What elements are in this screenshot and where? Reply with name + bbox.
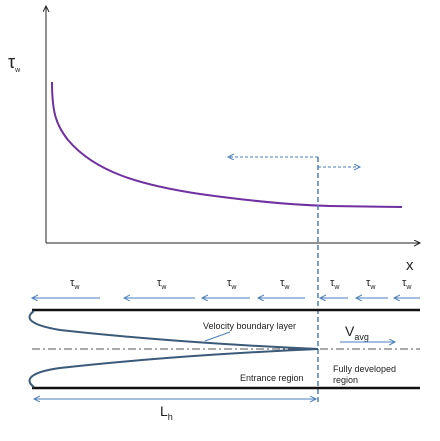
shear-label: τw	[227, 277, 237, 291]
y-axis-label: τw	[8, 52, 21, 74]
shear-subscript: w	[230, 284, 237, 291]
shear-subscript: w	[160, 284, 167, 291]
shear-label: τw	[280, 277, 290, 291]
entrance-region-label: Entrance region	[240, 373, 304, 383]
shear-label: τw	[70, 277, 80, 291]
shear-label: τw	[157, 277, 167, 291]
shear-label: τw	[330, 277, 340, 291]
leader-line	[204, 331, 231, 342]
fully-developed-label: Fully developed region	[333, 364, 396, 385]
shear-subscript: w	[73, 284, 80, 291]
shear-label: τw	[366, 277, 376, 291]
shear-label: τw	[402, 277, 412, 291]
velocity-profile	[28, 310, 319, 388]
shear-symbol: τ	[157, 277, 162, 289]
boundary-layer-label: Velocity boundary layer	[203, 321, 296, 331]
shear-symbol: τ	[330, 277, 335, 289]
shear-symbol: τ	[402, 277, 407, 289]
shear-subscript: w	[283, 284, 290, 291]
shear-symbol: τ	[70, 277, 75, 289]
avg-velocity-label: Vavg	[345, 323, 369, 342]
shear-symbol: τ	[280, 277, 285, 289]
shear-symbol: τ	[366, 277, 371, 289]
shear-symbol: τ	[227, 277, 232, 289]
entrance-length-label: Lh	[160, 403, 173, 422]
shear-subscript: w	[369, 284, 376, 291]
shear-curve	[51, 81, 403, 208]
x-axis-label: x	[406, 257, 414, 274]
shear-subscript: w	[405, 284, 412, 291]
shear-subscript: w	[333, 284, 340, 291]
